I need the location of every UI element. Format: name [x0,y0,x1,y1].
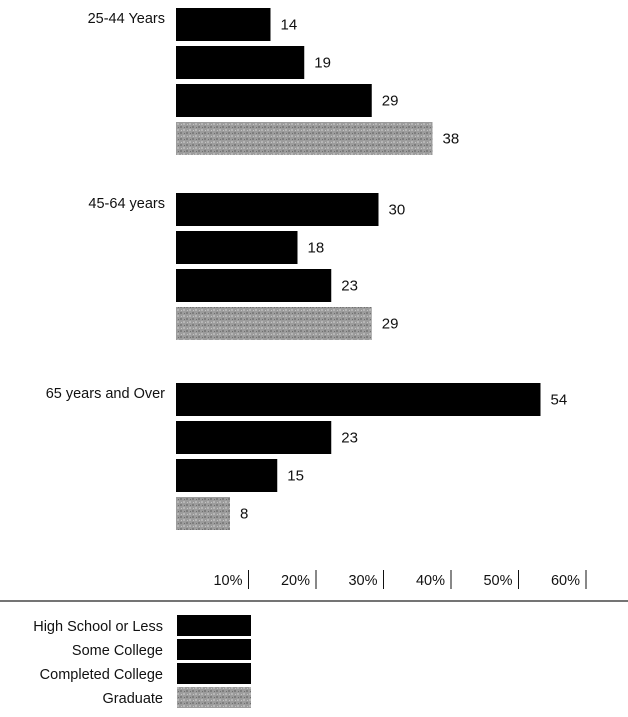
x-tick-label: 20% [281,573,310,589]
x-tick-label: 40% [416,573,445,589]
bar-value-label: 38 [443,131,460,148]
bar-value-label: 19 [314,55,331,72]
bar [176,307,372,340]
legend: High School or Less Some College Completed… [33,615,251,708]
x-tick-label: 10% [213,573,242,589]
legend-label: Some College [72,643,163,659]
bar [176,231,298,264]
bar-value-label: 23 [341,278,358,295]
group-label: 65 years and Over [46,386,165,402]
legend-label: High School or Less [33,619,163,635]
bar [176,421,332,454]
legend-label: Graduate [103,691,163,707]
group-label: 45-64 years [88,196,165,212]
x-tick-label: 30% [348,573,377,589]
bar-value-label: 29 [382,93,399,110]
x-axis-ticks: 10% 20% 30% 40% 50% 60% [213,570,587,589]
bar [176,46,305,79]
bar-value-label: 15 [287,468,304,485]
bar-value-label: 29 [382,316,399,333]
bar [176,193,379,226]
bar [176,122,433,155]
bar [176,459,278,492]
bars-layer [176,8,541,530]
bar-value-label: 23 [341,430,358,447]
group-label: 25-44 Years [88,11,165,27]
legend-swatch [177,639,251,660]
bar-value-label: 30 [389,202,406,219]
bar [176,8,271,41]
legend-swatch [177,663,251,684]
value-labels: 14 19 29 38 30 18 23 29 54 23 15 8 [240,17,567,523]
x-tick-label: 60% [551,573,580,589]
x-tick-label: 50% [483,573,512,589]
legend-swatch [177,687,251,708]
bar [176,269,332,302]
group-labels: 25-44 Years 45-64 years 65 years and Over [46,11,165,402]
bar [176,497,230,530]
bar-value-label: 18 [308,240,325,257]
legend-swatch [177,615,251,636]
legend-label: Completed College [40,667,163,683]
bar-value-label: 14 [281,17,298,34]
bar [176,383,541,416]
bar [176,84,372,117]
bar-value-label: 54 [551,392,568,409]
bar-value-label: 8 [240,506,248,523]
